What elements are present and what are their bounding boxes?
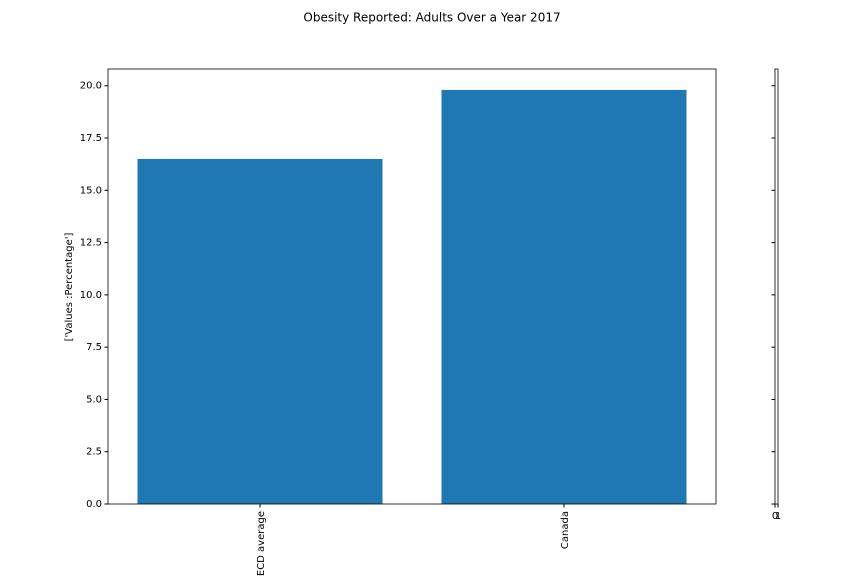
x-tick-label: 0 xyxy=(772,511,778,522)
y-tick-label: 5.0 xyxy=(86,394,102,405)
y-tick-label: 20.0 xyxy=(80,81,102,92)
y-tick-label: 0.0 xyxy=(86,499,102,510)
y-tick-label: 15.0 xyxy=(80,185,102,196)
x-tick-label: 1 xyxy=(775,511,781,522)
axes-frame xyxy=(107,68,717,505)
axes-frame xyxy=(774,68,779,505)
y-tick-label: 2.5 xyxy=(86,447,102,458)
bar xyxy=(441,89,687,505)
y-tick-label: 7.5 xyxy=(86,342,102,353)
x-tick-label: OECD average xyxy=(256,511,267,576)
y-tick-label: 10.0 xyxy=(80,290,102,301)
y-axis-label: ['Values :Percentage'] xyxy=(64,233,75,342)
y-tick-label: 17.5 xyxy=(80,133,102,144)
y-tick-label: 12.5 xyxy=(80,238,102,249)
x-tick-label: Canada xyxy=(560,511,571,549)
chart-title: Obesity Reported: Adults Over a Year 201… xyxy=(303,11,560,25)
bar xyxy=(137,158,383,504)
